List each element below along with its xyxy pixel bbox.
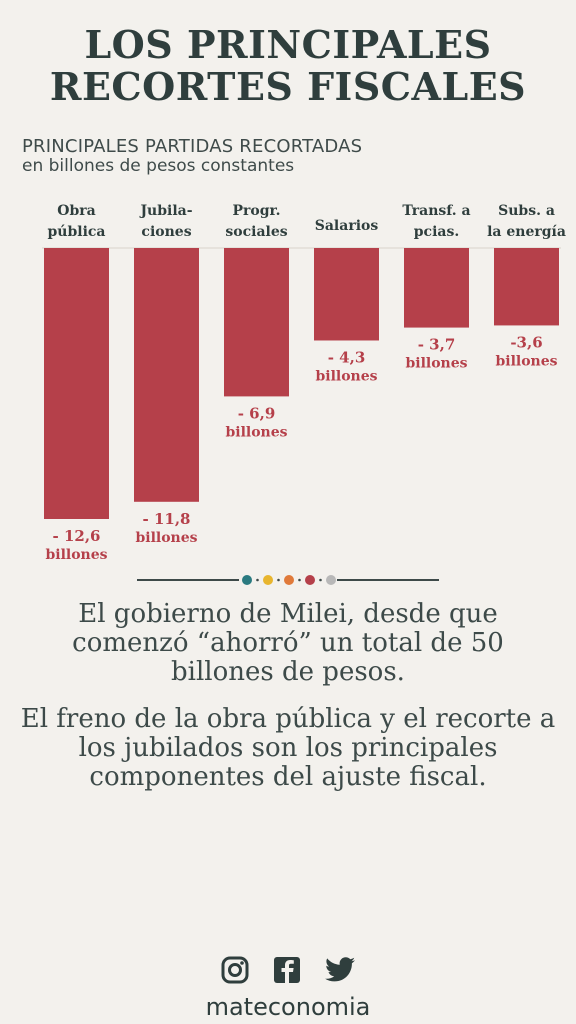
divider-small-dot [319, 578, 322, 582]
title-line-2: RECORTES FISCALES [49, 64, 527, 109]
category-label: Subs. a la energía [487, 203, 566, 240]
bar [494, 248, 559, 326]
divider [137, 575, 439, 585]
page-title: LOS PRINCIPALES RECORTES FISCALES [0, 24, 576, 108]
value-label: -3,6 billones [495, 333, 557, 369]
brand-name: mateconomia [205, 993, 371, 1021]
divider-small-dot [256, 578, 259, 582]
divider-dot [326, 575, 336, 585]
bar [134, 248, 199, 502]
title-line-1: LOS PRINCIPALES [84, 22, 492, 67]
twitter-icon[interactable] [324, 956, 356, 988]
bar [314, 248, 379, 341]
divider-dot [242, 575, 252, 585]
facebook-icon[interactable] [272, 955, 302, 989]
divider-small-dot [277, 578, 280, 582]
divider-small-dot [298, 578, 301, 582]
bar [44, 248, 109, 519]
category-label: Salarios [315, 218, 379, 234]
instagram-icon[interactable] [220, 955, 250, 989]
category-label: Progr. sociales [225, 203, 287, 240]
chart-subtitle: PRINCIPALES PARTIDAS RECORTADAS en billo… [22, 136, 363, 176]
category-label: Jubila-ciones [138, 203, 192, 240]
value-label: - 12,6 billones [45, 527, 107, 563]
value-label: - 11,8 billones [135, 510, 197, 546]
body-paragraph-1: El gobierno de Milei, desde que comenzó … [72, 599, 504, 687]
value-label: - 6,9 billones [225, 404, 287, 440]
divider-dot [284, 575, 294, 585]
body-paragraph-2: El freno de la obra pública y el recorte… [20, 704, 556, 792]
subtitle-line-2: en billones de pesos constantes [22, 156, 295, 176]
bar [224, 248, 289, 397]
value-label: - 4,3 billones [315, 348, 377, 384]
social-icons [0, 955, 576, 989]
category-label: Obra pública [48, 203, 106, 240]
value-label: - 3,7 billones [405, 336, 467, 372]
footer: mateconomia [0, 955, 576, 1021]
subtitle-line-1: PRINCIPALES PARTIDAS RECORTADAS [22, 136, 363, 157]
divider-dot [305, 575, 315, 585]
category-label: Transf. a pcias. [402, 203, 470, 240]
bar-chart: Obra pública - 12,6 billones Jubila-ciones - … [42, 203, 566, 563]
divider-dot [263, 575, 273, 585]
bar [404, 248, 469, 328]
